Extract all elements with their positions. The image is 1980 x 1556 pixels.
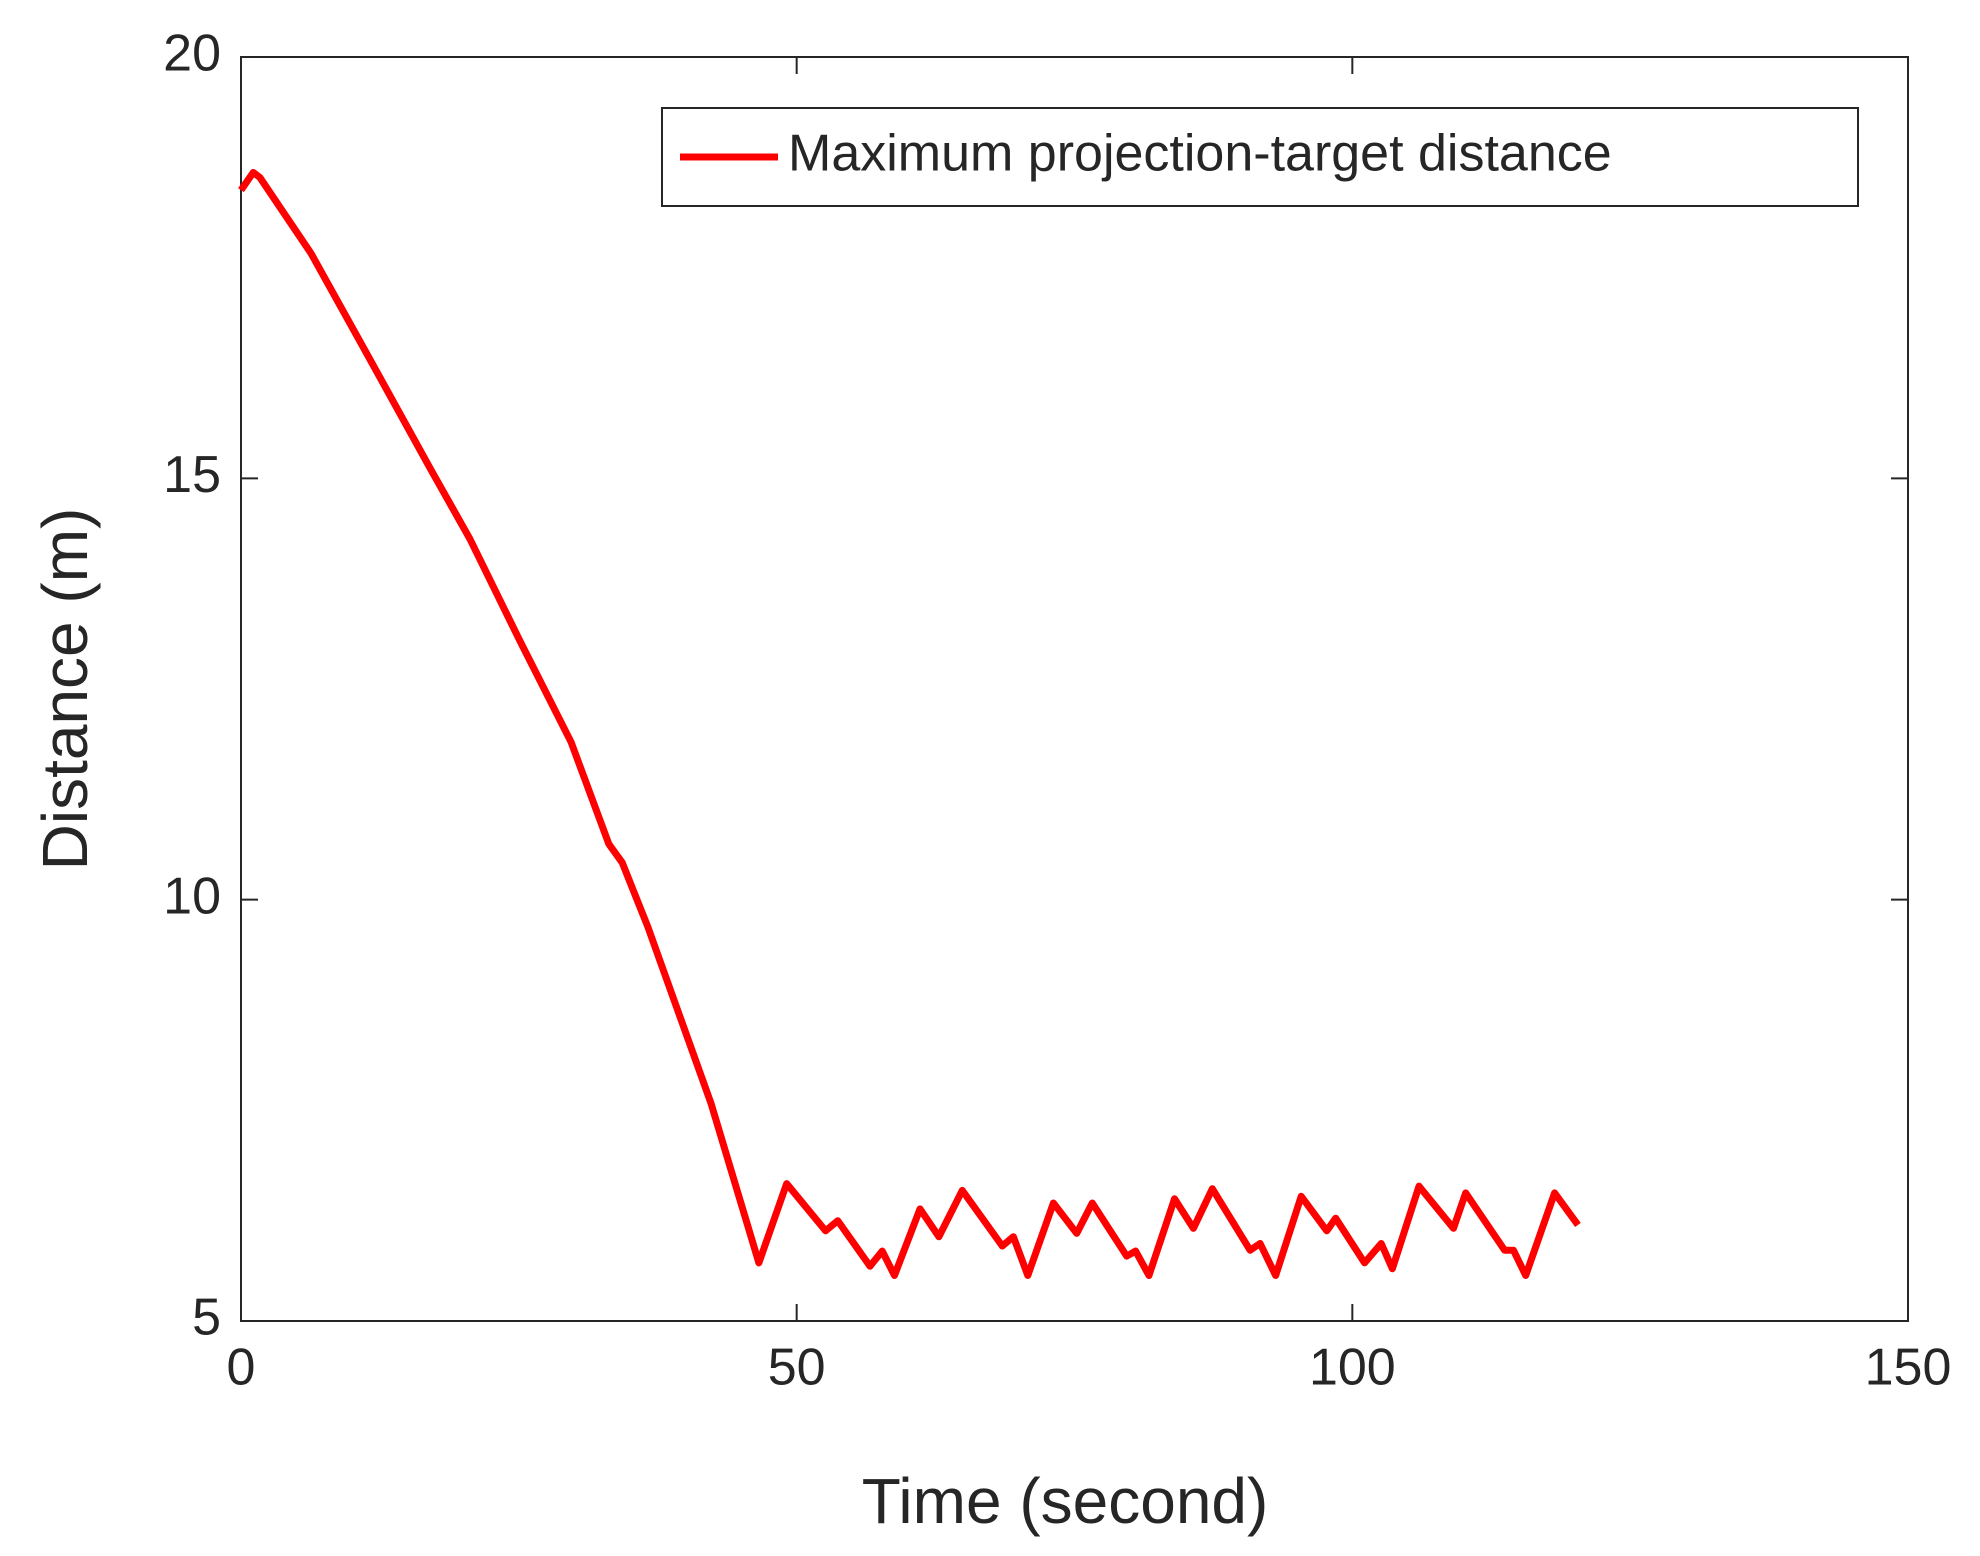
y-axis-label: Distance (m) — [29, 508, 101, 871]
legend-box — [661, 107, 1859, 207]
x-tick-label: 150 — [1865, 1339, 1952, 1397]
x-tick-label: 0 — [227, 1339, 256, 1397]
y-tick-label: 5 — [192, 1289, 221, 1347]
legend-label: Maximum projection-target distance — [788, 125, 1612, 183]
x-axis-label: Time (second) — [862, 1465, 1269, 1537]
y-tick-label: 15 — [163, 446, 221, 504]
data-line — [238, 168, 1581, 1279]
y-tick-label: 10 — [163, 867, 221, 925]
x-tick-label: 100 — [1309, 1339, 1396, 1397]
plot-area — [240, 56, 1909, 1322]
x-tick-label: 50 — [768, 1339, 826, 1397]
y-tick-label: 20 — [163, 25, 221, 83]
